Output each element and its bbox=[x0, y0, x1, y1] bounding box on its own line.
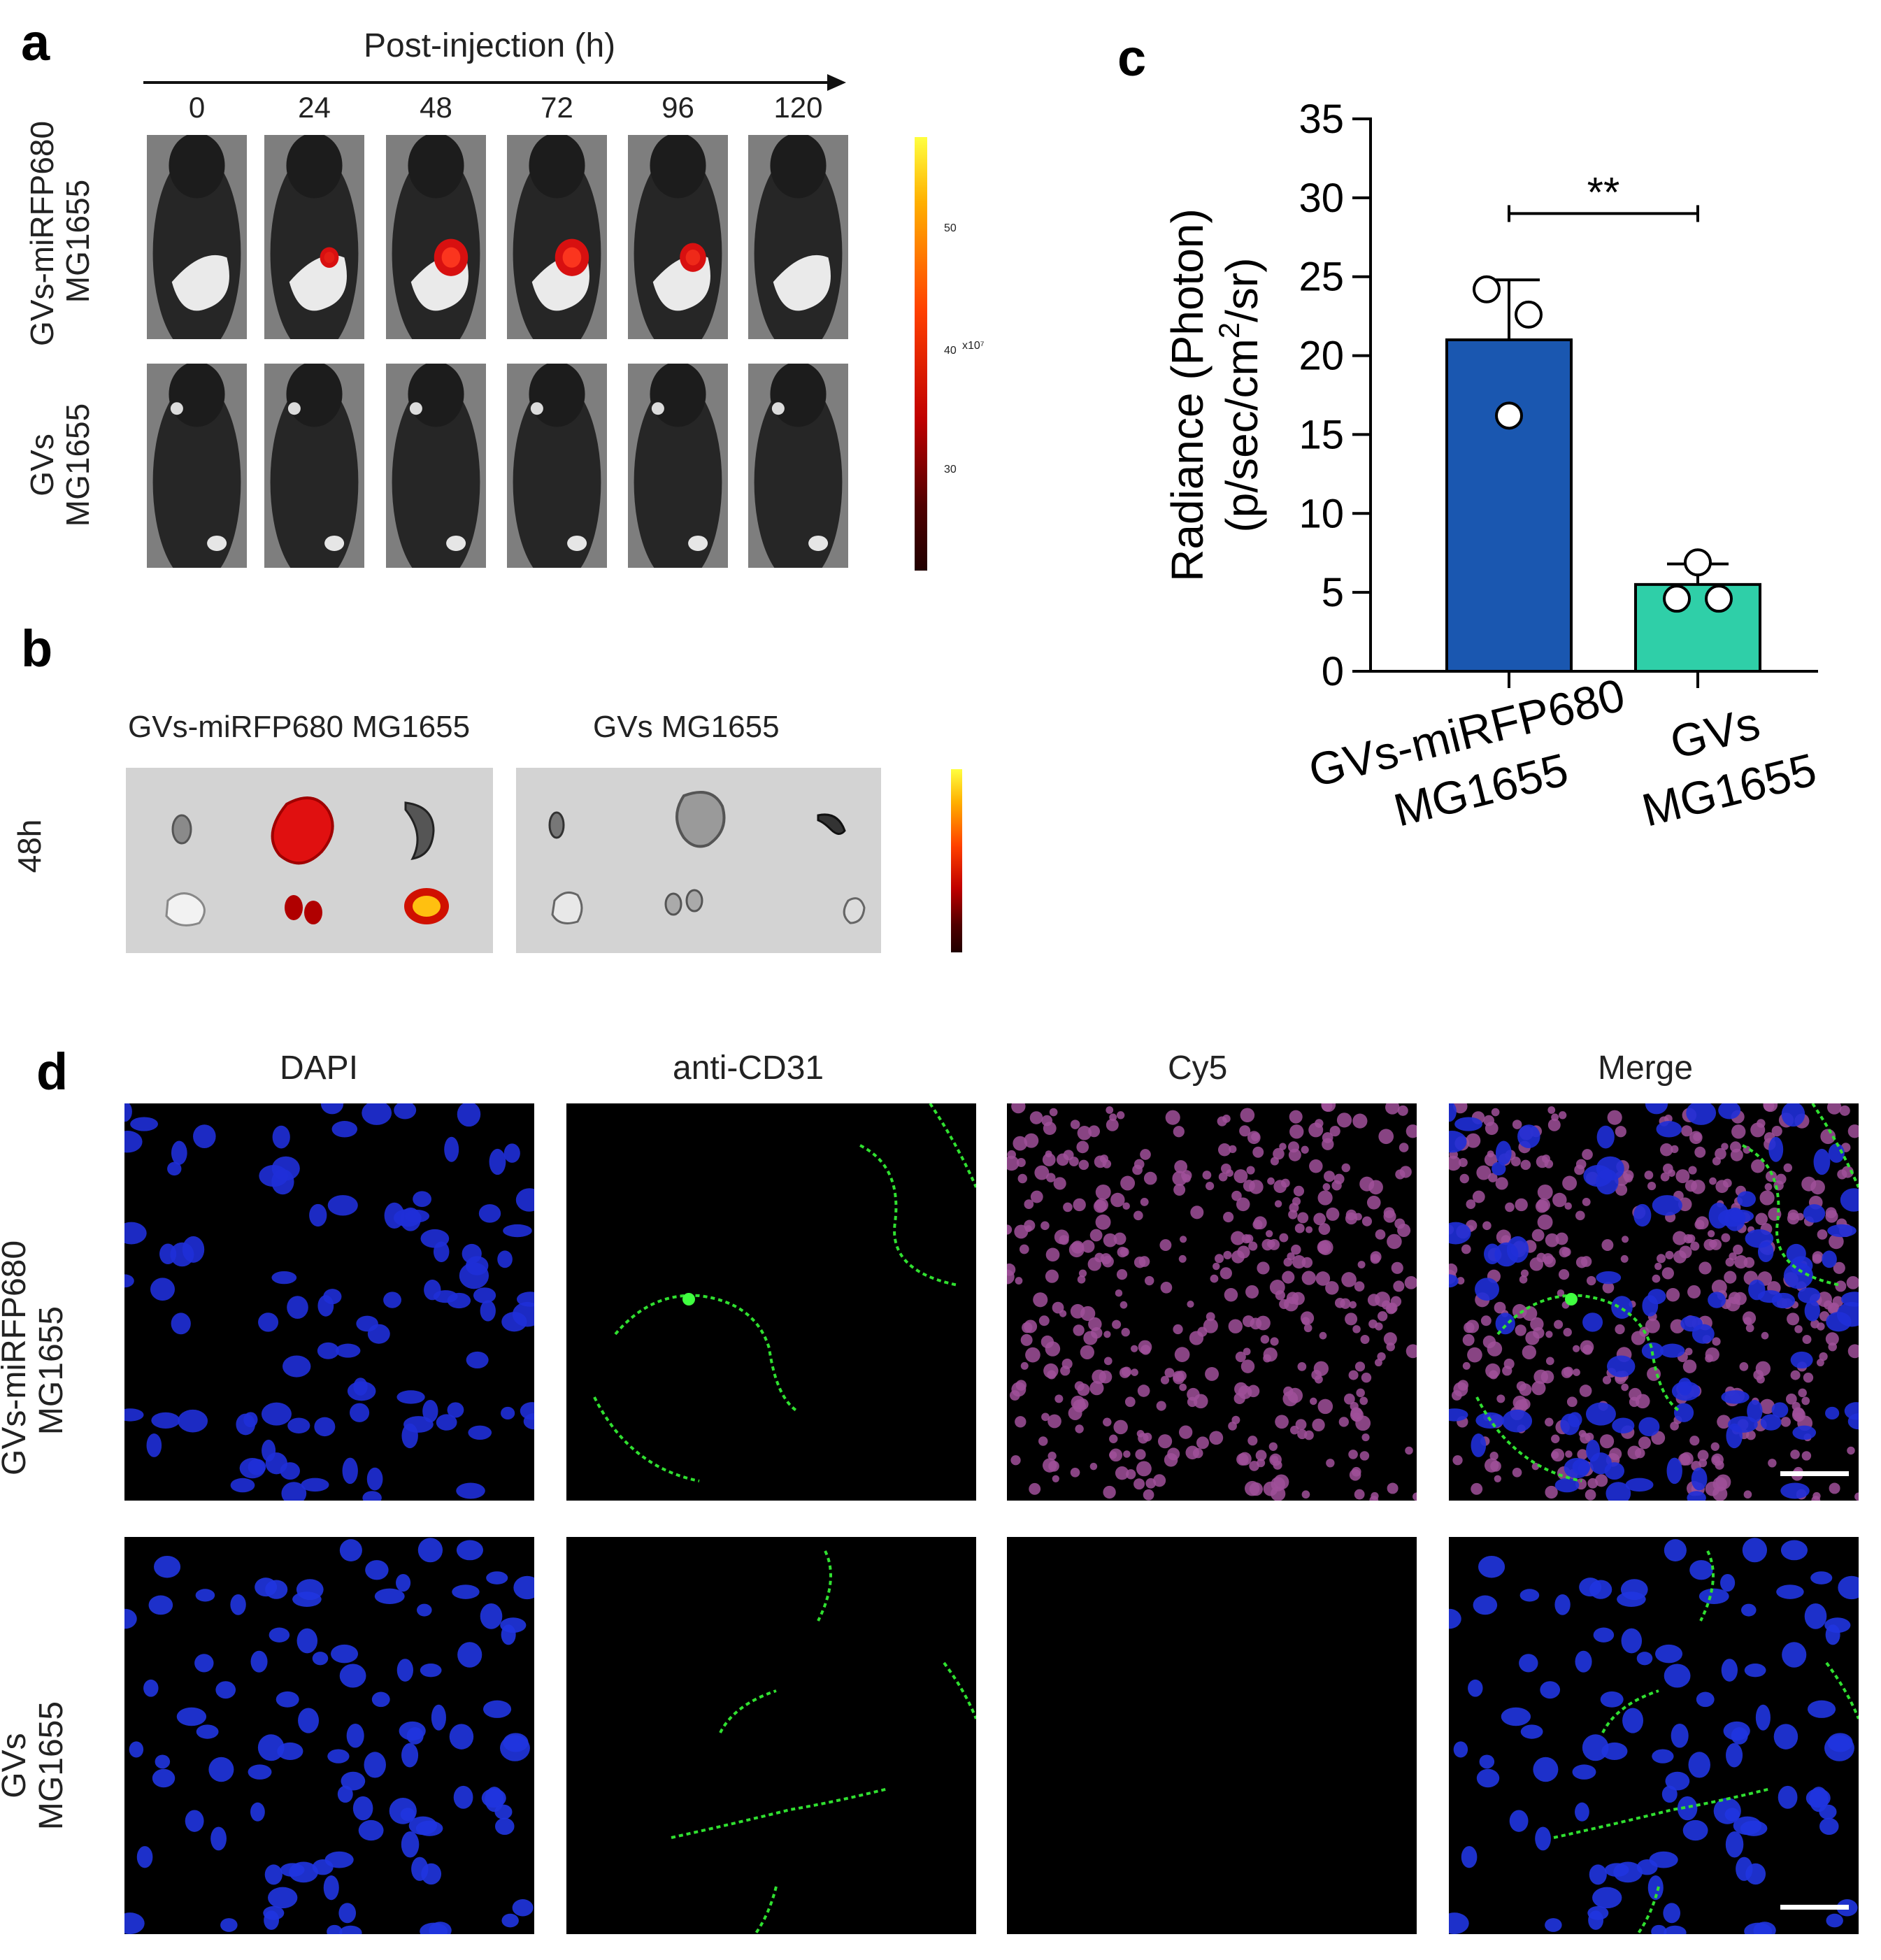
data-point bbox=[1495, 401, 1523, 430]
timepoint-48h-label: 48h bbox=[11, 819, 48, 873]
panel-b-letter: b bbox=[21, 620, 53, 678]
colorbar-a-tick-30: 30 bbox=[944, 464, 957, 475]
colorbar-a-tick-40: 40 bbox=[944, 345, 957, 357]
mouse-image-row2-0h bbox=[147, 364, 247, 568]
mouse-image-row1-72h bbox=[507, 135, 607, 339]
mouse-image-row1-48h bbox=[386, 135, 486, 339]
x-category-label-1: GVs-miRFP680MG1655 bbox=[1303, 668, 1644, 854]
y-tick-label: 25 bbox=[1299, 255, 1344, 300]
column-title-cy5: Cy5 bbox=[1168, 1050, 1228, 1087]
y-tick-label: 30 bbox=[1299, 176, 1344, 221]
mouse-image-row1-96h bbox=[628, 135, 728, 339]
organ-image-title-1: GVs-miRFP680 MG1655 bbox=[128, 710, 471, 744]
post-injection-title: Post-injection (h) bbox=[364, 27, 616, 64]
y-tick-label: 20 bbox=[1299, 334, 1344, 379]
mouse-image-row2-96h bbox=[628, 364, 728, 568]
organ-image-gvs-mirfp680 bbox=[126, 768, 493, 953]
mouse-image-row2-48h bbox=[386, 364, 486, 568]
column-title-dapi: DAPI bbox=[280, 1050, 359, 1087]
micrograph-cd31-row1 bbox=[566, 1103, 976, 1501]
y-tick-label: 15 bbox=[1299, 412, 1344, 457]
significance-label: ** bbox=[1587, 169, 1620, 215]
mouse-image-row1-120h bbox=[748, 135, 848, 339]
timepoint-96: 96 bbox=[661, 91, 694, 124]
column-title-anti-cd31: anti-CD31 bbox=[673, 1050, 824, 1087]
organ-image-gvs bbox=[516, 768, 881, 953]
bar-2 bbox=[1634, 582, 1761, 673]
timepoint-72: 72 bbox=[541, 91, 573, 124]
mouse-image-row1-24h bbox=[264, 135, 364, 339]
timepoint-24: 24 bbox=[298, 91, 331, 124]
micro-row-label-gvs-mirfp680: GVs-miRFP680 MG1655 bbox=[0, 1240, 70, 1475]
panel-d-letter: d bbox=[36, 1043, 69, 1101]
mouse-image-row2-72h bbox=[507, 364, 607, 568]
micrograph-cd31-row2 bbox=[566, 1537, 976, 1934]
timepoint-48: 48 bbox=[420, 91, 452, 124]
y-tick-label: 35 bbox=[1299, 96, 1344, 142]
micro-row-label-gvs: GVs MG1655 bbox=[0, 1701, 70, 1831]
mouse-image-row2-24h bbox=[264, 364, 364, 568]
column-title-merge: Merge bbox=[1598, 1050, 1694, 1087]
panel-a-letter: a bbox=[21, 13, 50, 71]
colorbar-a-tick-50: 50 bbox=[944, 222, 957, 234]
timepoint-120: 120 bbox=[773, 91, 823, 124]
y-axis-label-line1: Radiance (Photon) bbox=[1162, 208, 1213, 582]
row-label-gvs-mirfp680: GVs-miRFP680 MG1655 bbox=[24, 120, 96, 346]
mouse-image-row1-0h bbox=[147, 135, 247, 339]
data-point bbox=[1705, 585, 1733, 613]
timepoint-0: 0 bbox=[188, 91, 206, 124]
y-axis-label-line2: (p/sec/cm2/sr) bbox=[1213, 257, 1267, 532]
data-point bbox=[1515, 300, 1543, 329]
data-point bbox=[1684, 548, 1712, 577]
y-tick-label: 5 bbox=[1322, 570, 1344, 615]
micrograph-cy5-row1 bbox=[1007, 1103, 1417, 1501]
micrograph-dapi-row1 bbox=[124, 1103, 534, 1501]
y-tick-label: 0 bbox=[1322, 649, 1344, 694]
colorbar-b bbox=[951, 769, 962, 952]
bar-1 bbox=[1445, 338, 1573, 673]
micrograph-merge-row1 bbox=[1449, 1103, 1859, 1501]
x-category-label-2: GVsMG1655 bbox=[1623, 686, 1822, 836]
time-arrow bbox=[143, 74, 846, 91]
micrograph-merge-row2 bbox=[1449, 1537, 1859, 1934]
micrograph-dapi-row2 bbox=[124, 1537, 534, 1934]
data-point bbox=[1663, 585, 1691, 613]
mouse-image-row2-120h bbox=[748, 364, 848, 568]
panel-c-letter: c bbox=[1117, 29, 1147, 87]
micrograph-cy5-row2 bbox=[1007, 1537, 1417, 1934]
radiance-bar-chart: 0 5 10 15 20 25 30 35 Radiance (Photon) (p/sec/cm… bbox=[1162, 96, 1822, 854]
y-tick-label: 10 bbox=[1299, 491, 1344, 536]
colorbar-a-unit: x10⁷ bbox=[962, 340, 985, 352]
colorbar-a bbox=[915, 137, 927, 571]
row-label-gvs: GVs MG1655 bbox=[24, 403, 96, 527]
organ-image-title-2: GVs MG1655 bbox=[593, 710, 780, 744]
data-point bbox=[1473, 275, 1501, 303]
